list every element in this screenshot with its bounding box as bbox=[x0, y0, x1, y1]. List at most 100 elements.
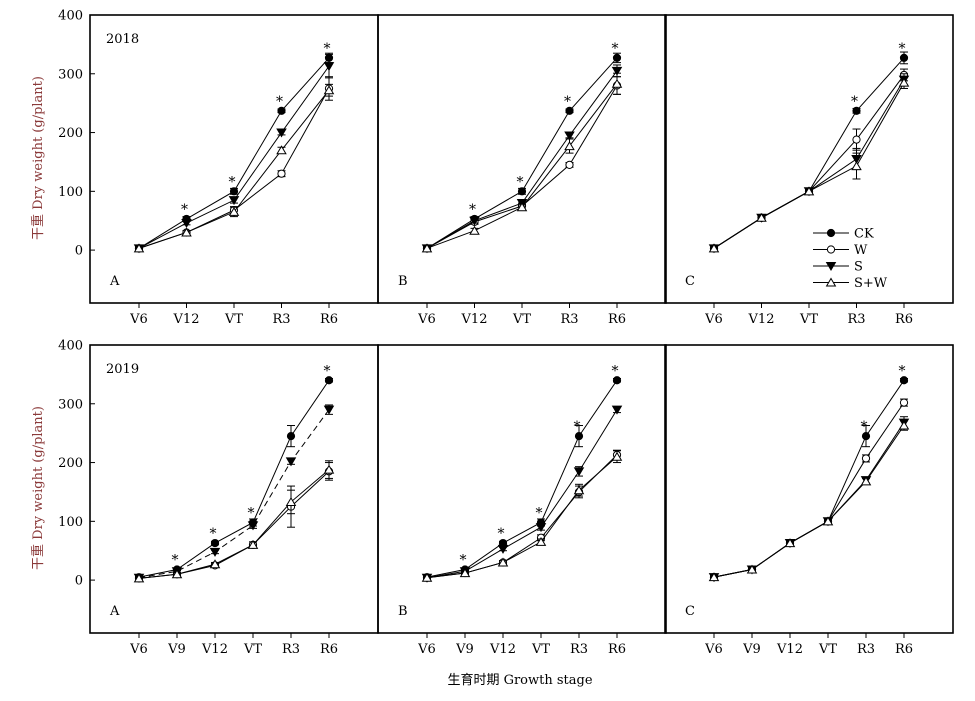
panel-frame bbox=[664, 344, 954, 634]
data-point-S+W bbox=[421, 243, 433, 253]
data-point-W bbox=[565, 160, 574, 169]
data-point-S+W bbox=[611, 78, 623, 88]
x-tick-label: VT bbox=[512, 312, 531, 327]
data-point-CK bbox=[229, 187, 239, 196]
x-tick-label: V6 bbox=[704, 642, 723, 657]
x-tick-label: R6 bbox=[895, 312, 913, 327]
x-tick-label: R6 bbox=[608, 312, 626, 327]
data-point-S+W bbox=[285, 496, 297, 506]
data-point-S+W bbox=[851, 161, 862, 171]
y-tick-label: 100 bbox=[58, 515, 83, 530]
x-tick-label: V6 bbox=[417, 312, 436, 327]
data-point-S+W bbox=[497, 557, 509, 567]
series-W bbox=[422, 76, 622, 253]
series-line-S bbox=[426, 70, 618, 249]
x-tick-label: R3 bbox=[560, 312, 578, 327]
data-point-S+W bbox=[459, 568, 471, 578]
significance-star: * bbox=[564, 94, 571, 110]
data-point-S bbox=[469, 216, 480, 226]
data-point-S bbox=[564, 131, 575, 141]
legend-marker bbox=[825, 261, 837, 271]
series-S+W bbox=[421, 450, 623, 582]
series-S+W bbox=[133, 83, 335, 253]
data-point-S+W bbox=[746, 564, 758, 574]
chart-panel-1-2: V6 V9 V12 VT R3 R6 C * * bbox=[664, 344, 954, 657]
x-tick-label: V9 bbox=[742, 642, 761, 657]
x-tick-label: R3 bbox=[272, 312, 290, 327]
x-tick-label: V12 bbox=[489, 642, 516, 657]
panel-frame bbox=[89, 14, 379, 304]
series-line-S bbox=[713, 79, 905, 249]
chart-panel-0-0: 0 100 200 300 400 V6 V12 VT R3 R6 A 2018 * * * * bbox=[58, 9, 379, 327]
legend-label: S+W bbox=[854, 276, 888, 291]
data-point-S+W bbox=[421, 572, 433, 582]
series-line-CK bbox=[713, 57, 905, 249]
data-point-S+W bbox=[898, 420, 910, 430]
legend-entry-S: S bbox=[813, 260, 863, 275]
x-tick-label: VT bbox=[818, 642, 837, 657]
x-axis-label: 生育时期 Growth stage bbox=[447, 672, 592, 688]
series-S+W bbox=[708, 420, 910, 582]
x-tick-label: R3 bbox=[857, 642, 875, 657]
data-point-CK bbox=[286, 432, 296, 441]
y-tick-label: 300 bbox=[58, 397, 83, 412]
series-CK bbox=[134, 376, 334, 582]
x-tick-label: R6 bbox=[320, 642, 338, 657]
panel-label: B bbox=[398, 604, 408, 619]
x-tick-label: R6 bbox=[895, 642, 913, 657]
data-point-CK bbox=[612, 53, 622, 63]
significance-star: * bbox=[276, 94, 283, 110]
series-W bbox=[422, 449, 622, 582]
chart-panel-0-2: V6 V12 VT R3 R6 C * * bbox=[664, 14, 954, 327]
panel-label: A bbox=[109, 604, 120, 619]
legend-entry-W: W bbox=[813, 243, 868, 258]
legend-entry-S+W: S+W bbox=[813, 276, 888, 291]
series-line-S+W bbox=[713, 425, 905, 578]
y-tick-label: 200 bbox=[58, 456, 83, 471]
series-S+W bbox=[708, 76, 910, 253]
series-line-S+W bbox=[138, 469, 330, 579]
data-point-S+W bbox=[573, 485, 585, 495]
data-point-CK bbox=[861, 432, 871, 441]
series-S bbox=[708, 73, 910, 254]
data-point-S+W bbox=[708, 572, 720, 582]
data-point-S bbox=[573, 467, 585, 477]
series-S bbox=[133, 53, 335, 254]
significance-star: * bbox=[861, 419, 868, 435]
series-line-S bbox=[426, 409, 618, 579]
data-point-S+W bbox=[535, 536, 547, 546]
data-point-CK bbox=[574, 432, 584, 441]
panel-label: C bbox=[685, 604, 695, 619]
data-point-S bbox=[323, 405, 335, 415]
data-point-S+W bbox=[708, 243, 720, 253]
series-line-CK bbox=[138, 379, 330, 578]
legend-entry-CK: CK bbox=[813, 227, 874, 242]
chart-panel-1-0: 0 100 200 300 400 V6 V9 V12 VT R3 R6 A 2019 * * * * bbox=[58, 339, 379, 657]
series-line-CK bbox=[713, 379, 905, 578]
data-point-CK bbox=[899, 53, 909, 63]
panel-label: C bbox=[685, 274, 695, 289]
significance-star: * bbox=[229, 174, 236, 190]
x-tick-label: R3 bbox=[570, 642, 588, 657]
data-point-S+W bbox=[276, 145, 287, 155]
series-line-W bbox=[713, 402, 905, 578]
y-tick-label: 400 bbox=[58, 339, 83, 354]
data-point-S+W bbox=[209, 559, 221, 569]
x-tick-label: R3 bbox=[282, 642, 300, 657]
series-W bbox=[709, 68, 909, 253]
significance-star: * bbox=[536, 506, 543, 522]
legend-marker bbox=[826, 245, 836, 254]
chart-panel-0-1: V6 V12 VT R3 R6 B * * * * bbox=[377, 14, 667, 327]
data-point-S+W bbox=[228, 206, 240, 216]
data-point-S bbox=[497, 544, 509, 554]
legend-marker bbox=[825, 277, 837, 287]
y-tick-label: 400 bbox=[58, 9, 83, 24]
series-line-S bbox=[138, 65, 330, 249]
significance-star: * bbox=[181, 202, 188, 218]
series-line-W bbox=[426, 454, 618, 579]
data-point-S bbox=[228, 196, 240, 206]
data-point-S bbox=[181, 219, 192, 229]
x-tick-label: VT bbox=[224, 312, 243, 327]
significance-star: * bbox=[899, 363, 906, 379]
x-tick-label: V12 bbox=[173, 312, 200, 327]
